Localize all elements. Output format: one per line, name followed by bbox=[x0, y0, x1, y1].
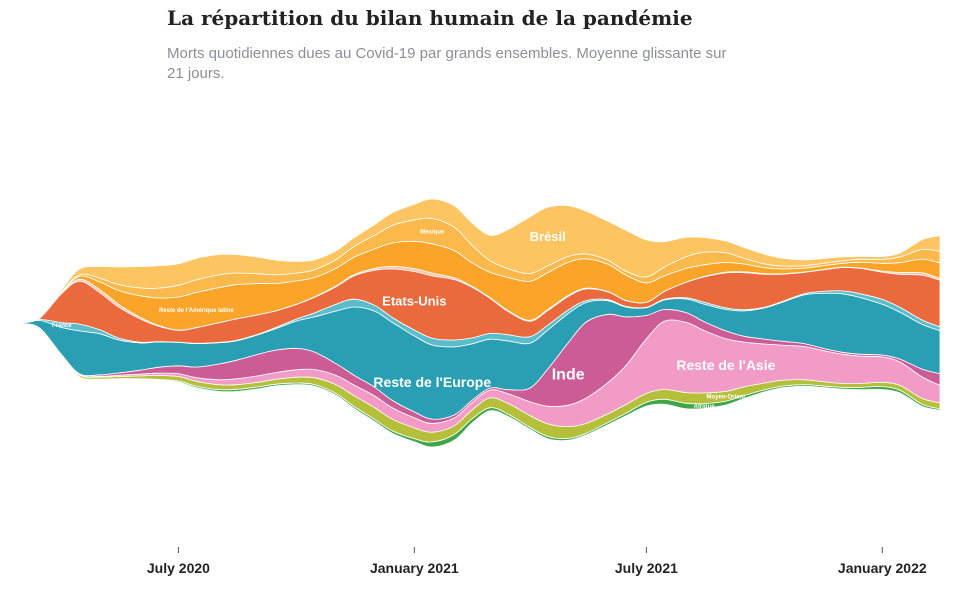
series-label: Etats-Unis bbox=[382, 293, 446, 308]
stream-areas bbox=[21, 198, 941, 448]
series-label: Brésil bbox=[530, 229, 566, 244]
chart-subtitle: Morts quotidiennes dues au Covid-19 par … bbox=[167, 45, 727, 82]
x-axis: July 2020 January 2021 July 2021 January 20… bbox=[147, 547, 927, 576]
x-tick-label: July 2020 bbox=[147, 560, 210, 576]
x-tick-label: January 2022 bbox=[838, 560, 927, 576]
area-br-sil bbox=[21, 198, 941, 324]
series-label: Reste de l'Amérique latine bbox=[159, 308, 234, 314]
x-tick-label: July 2021 bbox=[615, 560, 678, 576]
series-label: Afrique bbox=[694, 404, 716, 410]
series-label: Reste de l'Europe bbox=[373, 374, 491, 390]
series-labels: Brésil Etats-Unis Reste de l'Europe Inde Res… bbox=[52, 229, 776, 410]
series-label: Moyen-Orient bbox=[707, 394, 746, 400]
x-tick-label: January 2021 bbox=[370, 560, 459, 576]
series-label: Inde bbox=[552, 367, 585, 384]
chart-title: La répartition du bilan humain de la pan… bbox=[167, 6, 693, 30]
series-label: France bbox=[52, 323, 72, 329]
series-label: Reste de l'Asie bbox=[676, 357, 775, 373]
series-label: Mexique bbox=[420, 229, 445, 235]
